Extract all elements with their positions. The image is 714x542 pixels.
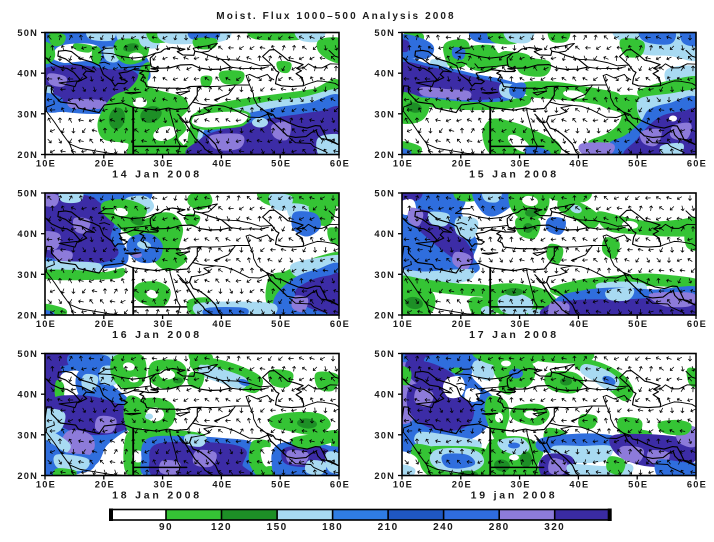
svg-text:50E: 50E — [271, 159, 291, 169]
svg-text:40E: 40E — [212, 159, 232, 169]
svg-text:10E: 10E — [393, 319, 413, 329]
svg-text:30N: 30N — [374, 270, 395, 280]
svg-text:50N: 50N — [374, 28, 395, 38]
svg-text:20E: 20E — [452, 480, 472, 490]
svg-text:20N: 20N — [17, 150, 38, 160]
svg-text:30N: 30N — [17, 109, 38, 119]
svg-text:10E: 10E — [393, 159, 413, 169]
svg-text:20E: 20E — [95, 159, 115, 169]
svg-text:240: 240 — [433, 522, 454, 533]
svg-text:30N: 30N — [17, 430, 38, 440]
svg-text:50E: 50E — [271, 480, 291, 490]
svg-text:40N: 40N — [17, 69, 38, 79]
svg-text:19 jan 2008: 19 jan 2008 — [471, 490, 558, 502]
svg-text:60E: 60E — [687, 319, 707, 329]
svg-text:40E: 40E — [569, 159, 589, 169]
svg-text:10E: 10E — [36, 319, 56, 329]
svg-text:280: 280 — [489, 522, 510, 533]
svg-text:50N: 50N — [17, 28, 38, 38]
svg-text:40E: 40E — [212, 480, 232, 490]
svg-text:20E: 20E — [452, 159, 472, 169]
svg-text:30N: 30N — [374, 430, 395, 440]
svg-text:20N: 20N — [374, 150, 395, 160]
svg-text:50E: 50E — [628, 159, 648, 169]
svg-text:30E: 30E — [511, 480, 531, 490]
svg-text:50E: 50E — [628, 319, 648, 329]
svg-text:20N: 20N — [17, 311, 38, 321]
svg-text:40E: 40E — [569, 319, 589, 329]
svg-text:40N: 40N — [374, 229, 395, 239]
svg-text:50N: 50N — [374, 349, 395, 359]
svg-text:20N: 20N — [374, 471, 395, 481]
svg-text:20N: 20N — [374, 311, 395, 321]
svg-text:30E: 30E — [511, 159, 531, 169]
svg-text:50N: 50N — [374, 189, 395, 199]
svg-text:30E: 30E — [154, 319, 174, 329]
svg-text:10E: 10E — [36, 159, 56, 169]
svg-text:40E: 40E — [569, 480, 589, 490]
svg-text:40N: 40N — [17, 229, 38, 239]
svg-text:40N: 40N — [374, 69, 395, 79]
svg-text:14 Jan 2008: 14 Jan 2008 — [112, 169, 202, 181]
svg-text:60E: 60E — [687, 480, 707, 490]
svg-text:20E: 20E — [95, 319, 115, 329]
svg-text:50E: 50E — [271, 319, 291, 329]
svg-text:30E: 30E — [154, 480, 174, 490]
svg-text:50N: 50N — [17, 189, 38, 199]
svg-text:30N: 30N — [374, 109, 395, 119]
svg-text:210: 210 — [378, 522, 399, 533]
svg-text:60E: 60E — [330, 159, 350, 169]
svg-text:30E: 30E — [154, 159, 174, 169]
svg-text:30E: 30E — [511, 319, 531, 329]
svg-text:50E: 50E — [628, 480, 648, 490]
svg-text:20N: 20N — [17, 471, 38, 481]
svg-text:10E: 10E — [36, 480, 56, 490]
svg-text:60E: 60E — [330, 480, 350, 490]
svg-text:20E: 20E — [95, 480, 115, 490]
svg-text:40N: 40N — [374, 390, 395, 400]
svg-text:40E: 40E — [212, 319, 232, 329]
svg-text:90: 90 — [159, 522, 173, 533]
svg-text:60E: 60E — [687, 159, 707, 169]
svg-text:120: 120 — [211, 522, 232, 533]
svg-text:150: 150 — [267, 522, 288, 533]
svg-text:40N: 40N — [17, 390, 38, 400]
svg-text:15 Jan 2008: 15 Jan 2008 — [469, 169, 559, 181]
svg-text:50N: 50N — [17, 349, 38, 359]
svg-text:60E: 60E — [330, 319, 350, 329]
svg-text:320: 320 — [544, 522, 565, 533]
svg-text:10E: 10E — [393, 480, 413, 490]
svg-text:18 Jan 2008: 18 Jan 2008 — [112, 490, 202, 502]
svg-text:180: 180 — [322, 522, 343, 533]
svg-text:16 Jan 2008: 16 Jan 2008 — [112, 329, 202, 341]
svg-text:17 Jan 2008: 17 Jan 2008 — [469, 329, 559, 341]
svg-text:20E: 20E — [452, 319, 472, 329]
svg-text:30N: 30N — [17, 270, 38, 280]
svg-text:Moist. Flux 1000–500 Analysis: Moist. Flux 1000–500 Analysis 2008 — [216, 11, 455, 22]
